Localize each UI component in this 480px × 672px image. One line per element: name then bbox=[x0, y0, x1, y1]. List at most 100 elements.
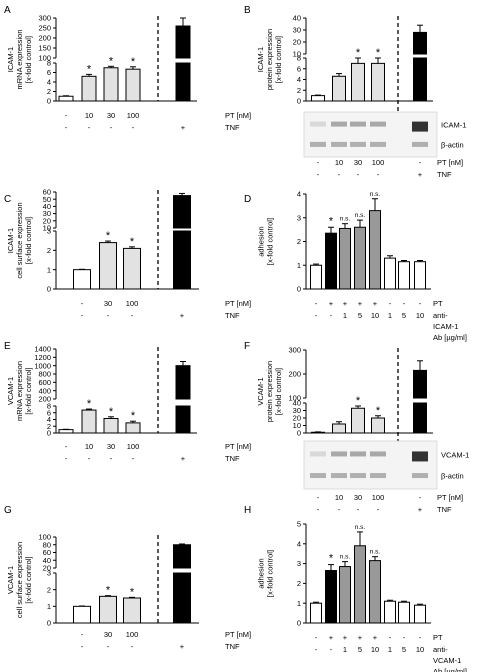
significance-star: * bbox=[376, 405, 381, 417]
treatment-cell: - bbox=[132, 454, 135, 463]
significance-label: n.s. bbox=[370, 191, 381, 198]
blot-band bbox=[331, 141, 347, 147]
y-axis-title: [x-fold control] bbox=[266, 550, 275, 597]
bar bbox=[354, 226, 366, 290]
bar bbox=[414, 604, 426, 624]
panel-letter: C bbox=[4, 194, 11, 205]
treatment-cell: - bbox=[315, 299, 318, 308]
y-axis-title: VCAM-1 bbox=[6, 377, 15, 405]
treatment-cell: - bbox=[389, 633, 392, 642]
bar bbox=[310, 602, 322, 624]
bar bbox=[325, 232, 337, 290]
significance-label: * bbox=[329, 553, 334, 565]
y-tick-label: 200 bbox=[288, 370, 301, 379]
y-tick-label: 0 bbox=[47, 429, 51, 438]
y-axis-title: cell surface expression bbox=[15, 542, 24, 618]
blot-band bbox=[412, 451, 428, 462]
blot-band bbox=[370, 121, 386, 127]
treatment-cell: 5 bbox=[402, 645, 406, 654]
significance-star: * bbox=[356, 47, 361, 59]
treatment-cell: - bbox=[81, 311, 84, 320]
y-tick-label: 80 bbox=[43, 540, 51, 549]
treatment-cell: - bbox=[389, 299, 392, 308]
significance-label: * bbox=[329, 215, 334, 227]
bar bbox=[123, 597, 141, 624]
treatment-cell: - bbox=[315, 645, 318, 654]
bar bbox=[173, 230, 191, 290]
y-tick-label: 250 bbox=[38, 24, 51, 33]
y-tick-label: 150 bbox=[38, 44, 51, 53]
blot-label: β-actin bbox=[441, 472, 464, 481]
treatment-cell: - bbox=[110, 123, 113, 132]
significance-label: n.s. bbox=[355, 212, 366, 219]
treatment-row-label: TNF bbox=[437, 505, 452, 514]
treatment-cell: 10 bbox=[371, 311, 379, 320]
y-tick-label: 30 bbox=[293, 406, 301, 415]
treatment-cell: 10 bbox=[335, 493, 343, 502]
treatment-cell: - bbox=[107, 642, 110, 651]
bar bbox=[99, 242, 117, 290]
bar bbox=[351, 407, 365, 434]
treatment-cell: 5 bbox=[402, 311, 406, 320]
y-tick-label: 0 bbox=[47, 619, 51, 628]
significance-label: n.s. bbox=[355, 524, 366, 531]
treatment-cell: - bbox=[403, 633, 406, 642]
significance-star: * bbox=[106, 585, 111, 597]
significance-label: n.s. bbox=[370, 549, 381, 556]
bar bbox=[384, 257, 396, 290]
treatment-cell: - bbox=[88, 454, 91, 463]
y-tick-label: 1200 bbox=[34, 353, 51, 362]
y-tick-label: 8 bbox=[297, 54, 301, 63]
y-tick-label: 1000 bbox=[34, 361, 51, 370]
bar bbox=[81, 409, 97, 434]
bar bbox=[173, 544, 191, 569]
treatment-cell: + bbox=[418, 505, 423, 514]
y-tick-label: 5 bbox=[297, 520, 301, 529]
treatment-cell: 10 bbox=[335, 158, 343, 167]
bar bbox=[125, 422, 141, 434]
treatment-cell: 100 bbox=[127, 442, 140, 451]
bar bbox=[58, 429, 74, 434]
treatment-cell: 30 bbox=[354, 158, 362, 167]
treatment-cell: 10 bbox=[371, 645, 379, 654]
y-axis-title: [x-fold control] bbox=[24, 217, 33, 264]
panel-letter: F bbox=[244, 341, 250, 352]
treatment-cell: + bbox=[343, 633, 348, 642]
blot-band bbox=[350, 451, 366, 457]
treatment-cell: 1 bbox=[343, 311, 347, 320]
blot-label: ICAM-1 bbox=[441, 121, 466, 130]
y-tick-label: 8 bbox=[47, 402, 51, 411]
treatment-cell: - bbox=[317, 158, 320, 167]
treatment-cell: 10 bbox=[85, 442, 93, 451]
panel-letter: A bbox=[4, 5, 11, 16]
significance-label: n.s. bbox=[340, 554, 351, 561]
y-tick-label: 4 bbox=[47, 78, 51, 87]
treatment-row-label: TNF bbox=[225, 454, 240, 463]
bar bbox=[58, 95, 74, 102]
y-tick-label: 0 bbox=[297, 619, 301, 628]
y-tick-label: 800 bbox=[38, 370, 51, 379]
blot-band bbox=[350, 121, 366, 127]
y-tick-label: 4 bbox=[297, 75, 301, 84]
blot-band bbox=[331, 121, 347, 127]
y-tick-label: 100 bbox=[38, 533, 51, 542]
y-tick-label: 40 bbox=[293, 14, 301, 23]
y-tick-label: 10 bbox=[43, 224, 51, 233]
bar bbox=[351, 62, 365, 102]
y-tick-label: 2 bbox=[297, 579, 301, 588]
y-axis-title: ICAM-1 bbox=[6, 228, 15, 253]
y-tick-label: 1 bbox=[47, 265, 51, 274]
treatment-cell: + bbox=[373, 633, 378, 642]
y-tick-label: 300 bbox=[288, 346, 301, 355]
y-axis-title: mRNA expression bbox=[15, 361, 24, 421]
treatment-cell: - bbox=[65, 442, 68, 451]
bar bbox=[125, 68, 141, 102]
y-axis-title: protein expression bbox=[265, 29, 274, 90]
y-tick-label: 20 bbox=[293, 38, 301, 47]
treatment-cell: - bbox=[131, 642, 134, 651]
treatment-cell: 100 bbox=[372, 158, 385, 167]
treatment-cell: - bbox=[317, 170, 320, 179]
